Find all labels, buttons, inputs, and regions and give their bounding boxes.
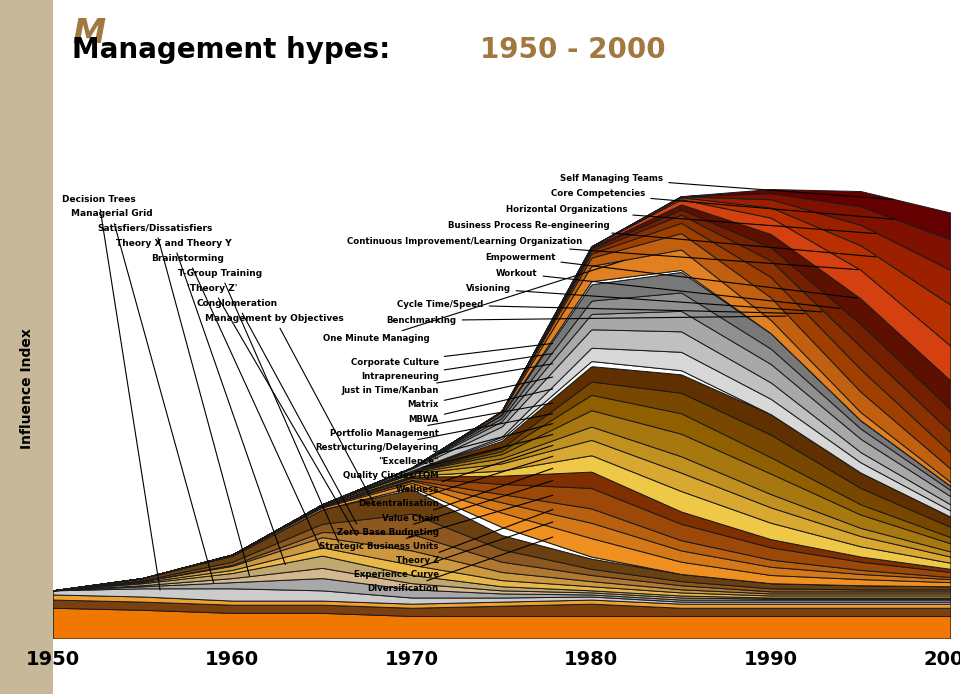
Text: Decentralisation: Decentralisation [358, 456, 553, 509]
Text: M: M [72, 17, 106, 51]
Text: MBWA: MBWA [409, 389, 553, 423]
Text: Theory Z: Theory Z [396, 509, 553, 565]
Text: Decision Trees: Decision Trees [61, 195, 160, 590]
Text: Zero Base Budgeting: Zero Base Budgeting [337, 481, 553, 536]
Text: Theory X and Theory Y: Theory X and Theory Y [115, 239, 285, 564]
Text: 'Theory Z': 'Theory Z' [187, 284, 356, 535]
Text: Intrapreneuring: Intrapreneuring [361, 353, 553, 381]
Text: Business Process Re-engineering: Business Process Re-engineering [447, 221, 876, 257]
Text: Just in Time/Kanban: Just in Time/Kanban [342, 364, 553, 395]
Text: Diversification: Diversification [368, 537, 553, 593]
Text: Continuous Improvement/Learning Organization: Continuous Improvement/Learning Organiza… [348, 237, 858, 269]
Text: Value Chain: Value Chain [382, 468, 553, 523]
Text: Workout: Workout [496, 269, 840, 308]
Text: Wellness: Wellness [396, 446, 553, 494]
Text: Management by Objectives: Management by Objectives [205, 314, 374, 505]
Text: Empowerment: Empowerment [485, 253, 858, 298]
Text: Experience Curve: Experience Curve [353, 522, 553, 579]
Text: Corporate Culture: Corporate Culture [350, 344, 553, 367]
Text: Cycle Time/Speed: Cycle Time/Speed [397, 301, 804, 314]
Text: Satisfiers/Dissatisfiers: Satisfiers/Dissatisfiers [98, 223, 250, 576]
Text: Horizontal Organizations: Horizontal Organizations [506, 205, 876, 234]
Text: Managerial Grid: Managerial Grid [71, 210, 214, 583]
Text: Brainstorming: Brainstorming [152, 253, 321, 549]
Text: Restructuring/Delayering: Restructuring/Delayering [316, 414, 553, 452]
Text: Benchmarking: Benchmarking [387, 316, 786, 325]
Text: One Minute Managing: One Minute Managing [324, 260, 625, 344]
Text: Conglomeration: Conglomeration [197, 299, 357, 524]
Text: Self Managing Teams: Self Managing Teams [561, 174, 894, 199]
Text: Influence Index: Influence Index [20, 328, 35, 449]
Text: Matrix: Matrix [407, 377, 553, 409]
Text: Strategic Business Units: Strategic Business Units [320, 496, 553, 551]
Text: Management hypes:: Management hypes: [72, 36, 400, 64]
Text: Portfolio Management: Portfolio Management [330, 403, 553, 438]
Text: T-Group Training: T-Group Training [179, 269, 339, 543]
Text: Quality Circles/TQM: Quality Circles/TQM [343, 434, 553, 480]
Text: "Excellence": "Excellence" [378, 423, 553, 466]
Text: Core Competencies: Core Competencies [551, 189, 894, 219]
Text: 1950 - 2000: 1950 - 2000 [480, 36, 665, 64]
Text: Visioning: Visioning [466, 285, 822, 312]
